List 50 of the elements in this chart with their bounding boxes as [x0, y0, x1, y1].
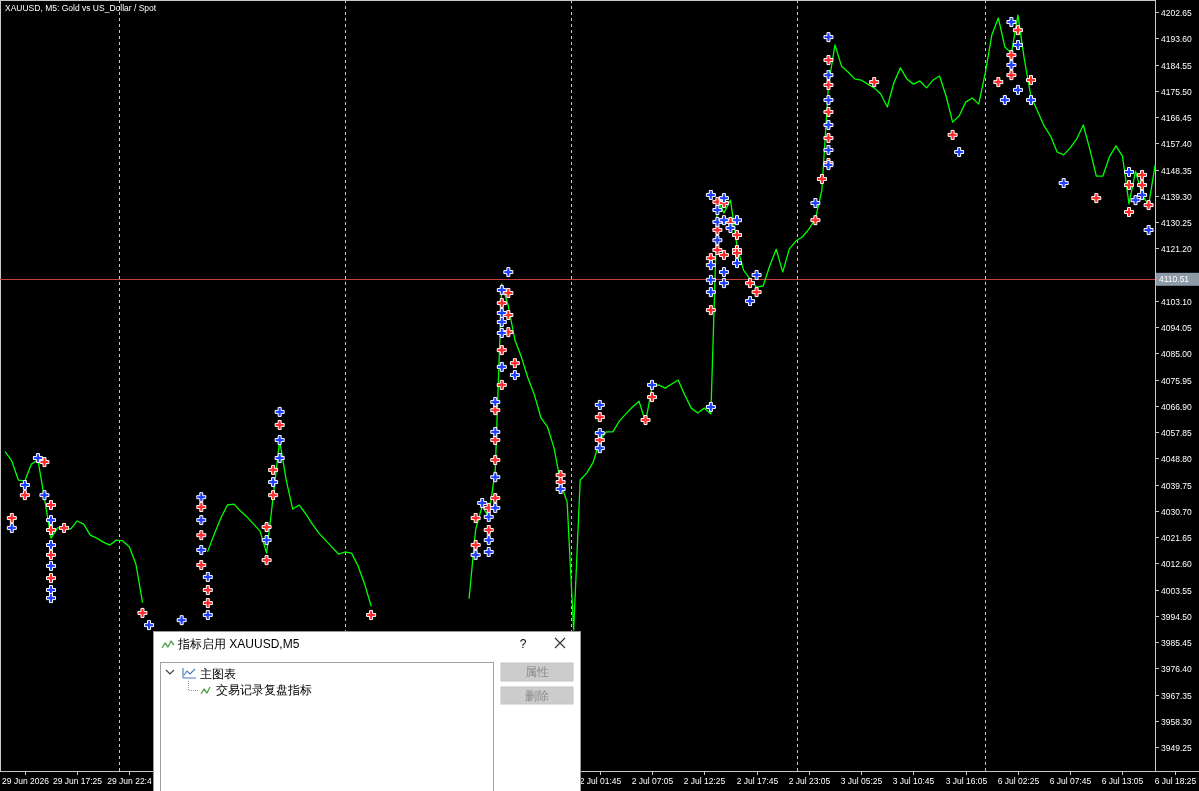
y-tick-label: 4103.10 [1161, 296, 1192, 307]
annotation: 删除 [525, 689, 549, 703]
x-tick-label: 29 Jun 22:4 [107, 776, 152, 786]
y-tick-label: 4012.60 [1161, 558, 1192, 569]
y-tick-label: 3958.30 [1161, 716, 1192, 727]
y-tick-label: 4184.55 [1161, 60, 1192, 71]
y-tick-label: 4130.25 [1161, 217, 1192, 228]
annotation: ? [519, 637, 527, 651]
x-tick-label: 3 Jul 05:25 [840, 776, 883, 786]
x-tick-label: 29 Jun 17:25 [52, 776, 103, 786]
x-tick-label: 3 Jul 16:05 [945, 776, 988, 786]
x-tick-label: 6 Jul 07:45 [1049, 776, 1092, 786]
y-tick-label: 4148.35 [1161, 165, 1192, 176]
y-tick-label: 4021.65 [1161, 532, 1192, 543]
y-tick-label: 4166.45 [1161, 112, 1192, 123]
y-tick-label: 4066.90 [1161, 401, 1192, 412]
x-tick-label: 2 Jul 17:45 [736, 776, 779, 786]
y-tick-label: 4085.00 [1161, 348, 1192, 359]
annotation: 主图表 [200, 667, 236, 681]
y-tick-label: 4057.85 [1161, 427, 1192, 438]
y-tick-label: 3994.50 [1161, 611, 1192, 622]
x-tick-label: 3 Jul 10:45 [892, 776, 935, 786]
x-tick-label: 2 Jul 07:05 [631, 776, 674, 786]
y-tick-label: 4094.05 [1161, 322, 1192, 333]
y-tick-label: 4075.95 [1161, 375, 1192, 386]
x-tick-label: 6 Jul 13:05 [1101, 776, 1144, 786]
y-tick-label: 4039.75 [1161, 480, 1192, 491]
annotation: 指标启用 XAUUSD,M5 [177, 637, 300, 651]
y-tick-label: 4048.80 [1161, 453, 1192, 464]
y-tick-label: 4193.60 [1161, 33, 1192, 44]
y-tick-label: 3985.45 [1161, 637, 1192, 648]
x-tick-label: 2 Jul 23:05 [788, 776, 831, 786]
x-tick-label: 6 Jul 18:25 [1154, 776, 1197, 786]
y-tick-label: 4030.70 [1161, 506, 1192, 517]
x-tick-label: 2 Jul 12:25 [683, 776, 726, 786]
y-tick-label: 4121.20 [1161, 243, 1192, 254]
x-tick-label: 29 Jun 2026 [2, 776, 50, 786]
y-tick-label: 4202.65 [1161, 7, 1192, 18]
y-tick-label: 4139.30 [1161, 191, 1192, 202]
chart-title: XAUUSD, M5: Gold vs US_Dollar / Spot [5, 3, 157, 13]
x-tick-label: 6 Jul 02:25 [997, 776, 1040, 786]
y-tick-label: 3976.40 [1161, 663, 1192, 674]
y-tick-label: 3967.35 [1161, 690, 1192, 701]
y-tick-label: 4175.50 [1161, 86, 1192, 97]
y-tick-label: 4003.55 [1161, 585, 1192, 596]
y-tick-label: 3949.25 [1161, 742, 1192, 753]
annotation: 属性 [525, 665, 549, 679]
ref-line-label: 4110.51 [1159, 274, 1190, 285]
y-tick-label: 4157.40 [1161, 138, 1192, 149]
annotation: 交易记录复盘指标 [216, 683, 312, 697]
